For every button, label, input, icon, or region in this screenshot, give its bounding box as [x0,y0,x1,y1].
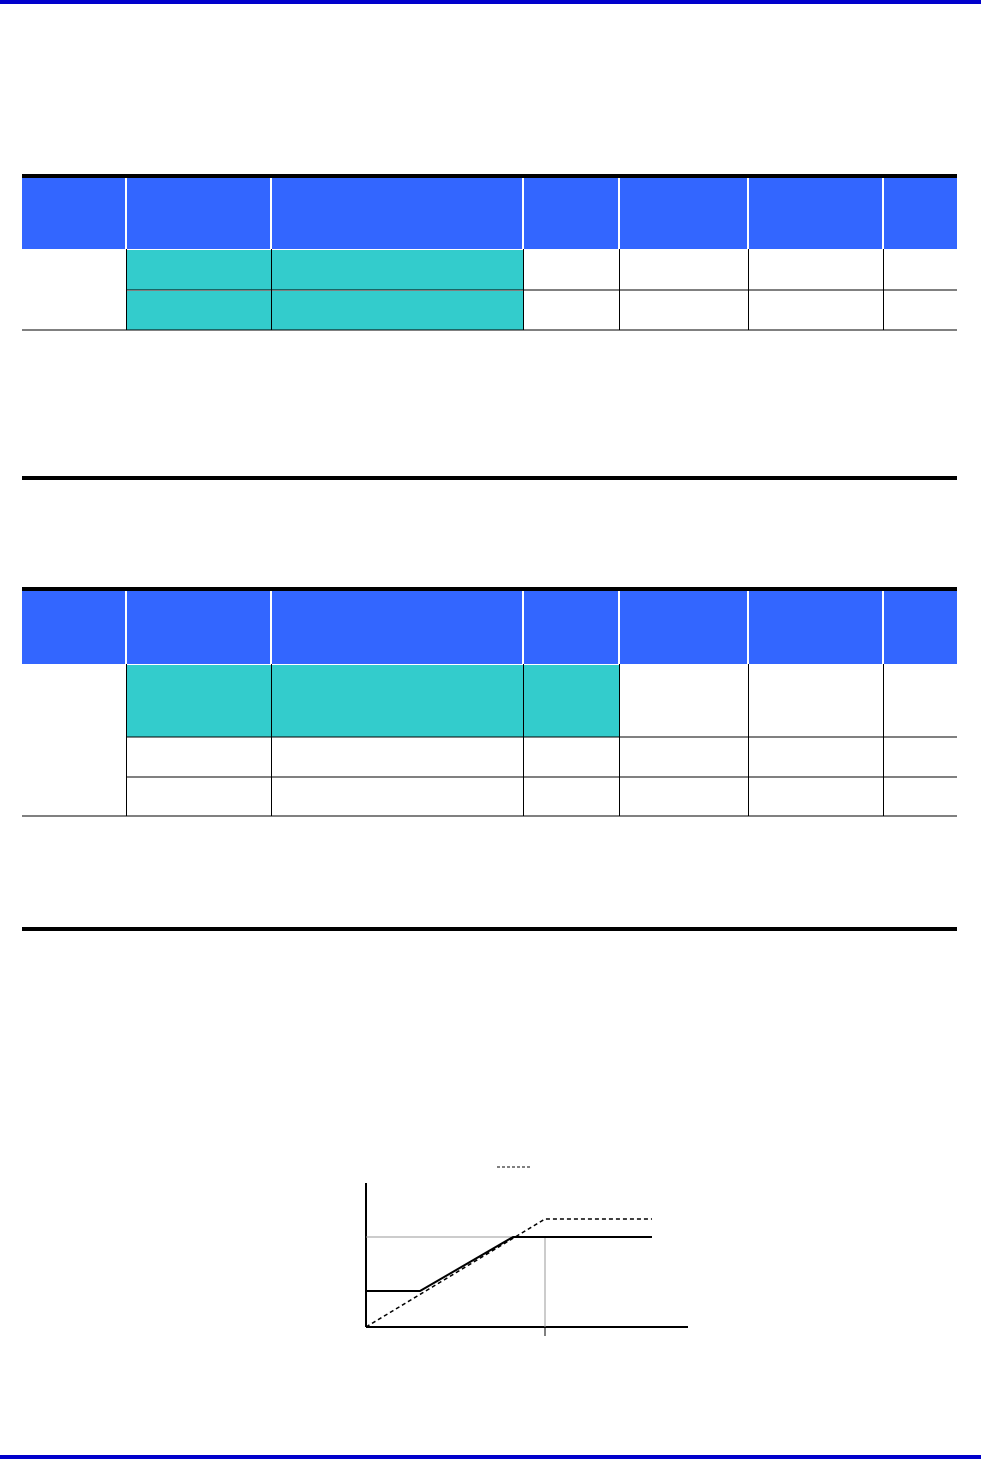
solid-curve [366,1236,652,1292]
bottom-rule [0,1455,981,1459]
table-1 [22,174,957,331]
highlight-cell [272,665,523,737]
header-dividers [125,591,884,664]
table-header [22,591,957,664]
highlight-cell [127,291,271,330]
table-grid [22,249,957,331]
section-rule [22,476,957,480]
highlight-cell [524,665,619,737]
table-top-rule [22,587,957,591]
table-header [22,178,957,249]
table-top-rule [22,174,957,178]
diagram [365,1166,688,1336]
highlight-cell [272,250,523,290]
highlight-cell [272,291,523,330]
header-dividers [125,178,884,249]
table-2 [22,587,957,817]
table-grid [22,664,957,817]
section-rule [22,927,957,931]
guide-line [366,1236,546,1327]
top-rule [0,0,981,4]
dashed-curve [365,1218,652,1328]
highlight-cell [127,665,271,737]
highlight-cell [127,250,271,290]
